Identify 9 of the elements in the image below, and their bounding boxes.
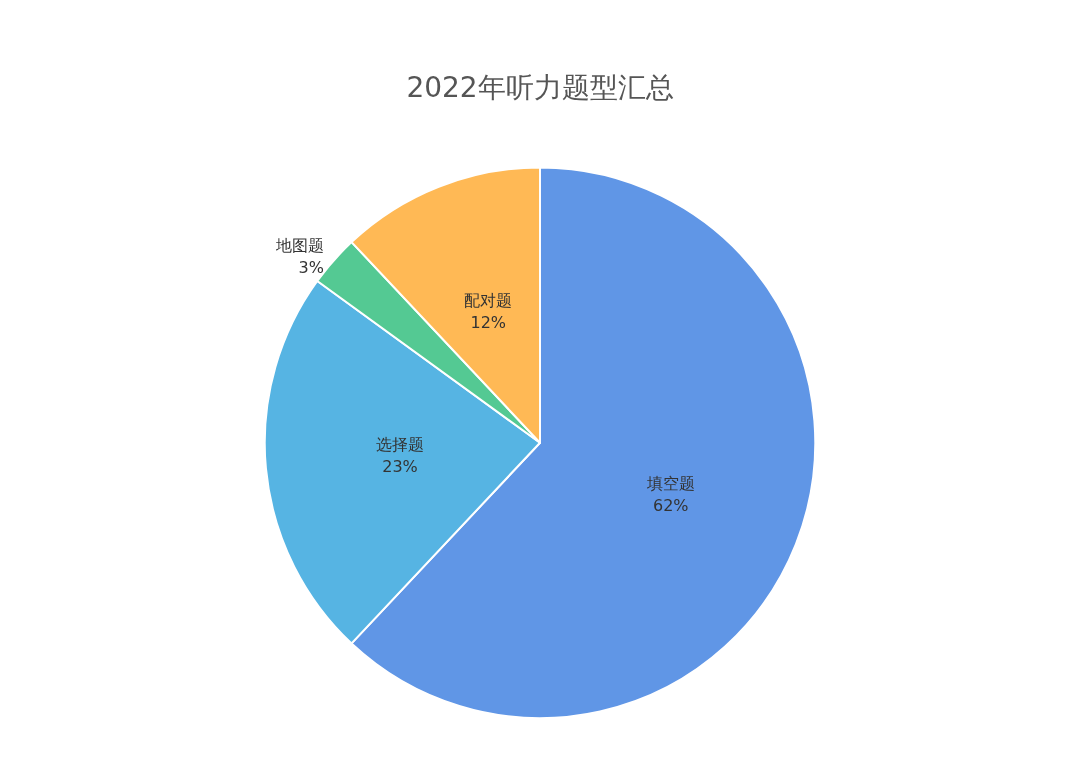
slice-label: 配对题 (464, 291, 513, 311)
data-label: 3% (298, 258, 325, 278)
slice-label: 选择题 (375, 435, 424, 455)
slice-label: 填空题 (645, 474, 695, 494)
data-label: 12% (470, 313, 507, 333)
slice-label: 地图题 (275, 236, 325, 256)
chart-title: 2022年听力题型汇总 (406, 70, 674, 104)
data-label: 62% (652, 496, 689, 516)
data-label: 23% (382, 457, 418, 477)
